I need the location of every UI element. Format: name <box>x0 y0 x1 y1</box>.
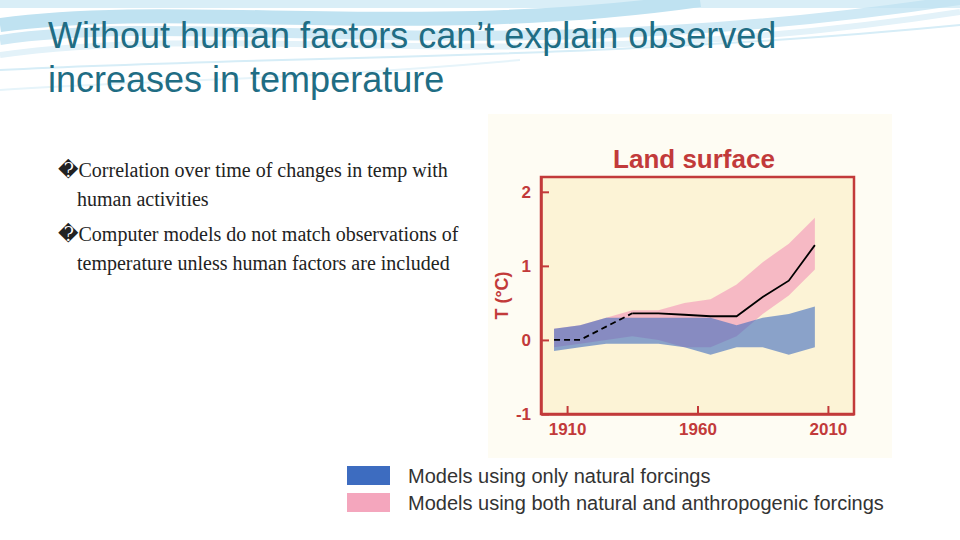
chart-panel <box>488 114 892 458</box>
slide: 1910 1960 2010 -1 0 1 2 Land surface T (°C) Model… <box>0 0 960 540</box>
model-range-area <box>554 307 815 355</box>
y-axis: -1 0 1 2 <box>516 178 549 424</box>
tick-mark <box>827 406 829 414</box>
tick-label: -1 <box>516 405 531 424</box>
tick-label: 2 <box>522 183 531 202</box>
tick: 1 <box>522 257 549 276</box>
tick-mark <box>541 339 549 341</box>
tick-mark <box>541 265 549 267</box>
legend-swatch <box>347 466 390 485</box>
legend-box <box>333 458 960 528</box>
tick: -1 <box>516 405 549 424</box>
bullet-list: �Correlation over time of changes in tem… <box>58 156 463 284</box>
chart-title: Land surface <box>613 144 775 174</box>
tick: 1960 <box>679 406 717 439</box>
legend-label: Models using both natural and anthropoge… <box>408 492 884 514</box>
legend: Models using only natural forcings Models… <box>333 458 960 528</box>
tick-label: 1910 <box>549 420 587 439</box>
slide-title: Without human factors can’t explain obse… <box>48 14 928 102</box>
legend-swatch <box>347 493 390 512</box>
observed-line <box>554 313 632 340</box>
tick-mark <box>567 406 569 414</box>
legend-label: Models using only natural forcings <box>408 465 710 487</box>
tick-mark <box>541 414 549 416</box>
observed-line <box>632 245 815 316</box>
tick-mark <box>541 191 549 193</box>
tick-mark <box>697 406 699 414</box>
tick: 2010 <box>810 406 848 439</box>
tick-label: 2010 <box>810 420 848 439</box>
plot-background <box>541 177 854 414</box>
swoosh-band <box>0 0 960 8</box>
y-axis-title: T (°C) <box>492 271 512 319</box>
tick: 1910 <box>549 406 587 439</box>
x-axis: 1910 1960 2010 <box>542 406 855 439</box>
bullet: �Correlation over time of changes in tem… <box>58 156 463 214</box>
plot-frame <box>541 177 854 414</box>
bullet: �Computer models do not match observatio… <box>58 220 463 278</box>
tick-label: 1 <box>522 257 531 276</box>
tick: 2 <box>522 183 549 202</box>
tick: 0 <box>522 331 549 350</box>
axis-line <box>540 178 543 415</box>
tick-label: 1960 <box>679 420 717 439</box>
plot-area <box>554 218 815 355</box>
tick-label: 0 <box>522 331 531 350</box>
